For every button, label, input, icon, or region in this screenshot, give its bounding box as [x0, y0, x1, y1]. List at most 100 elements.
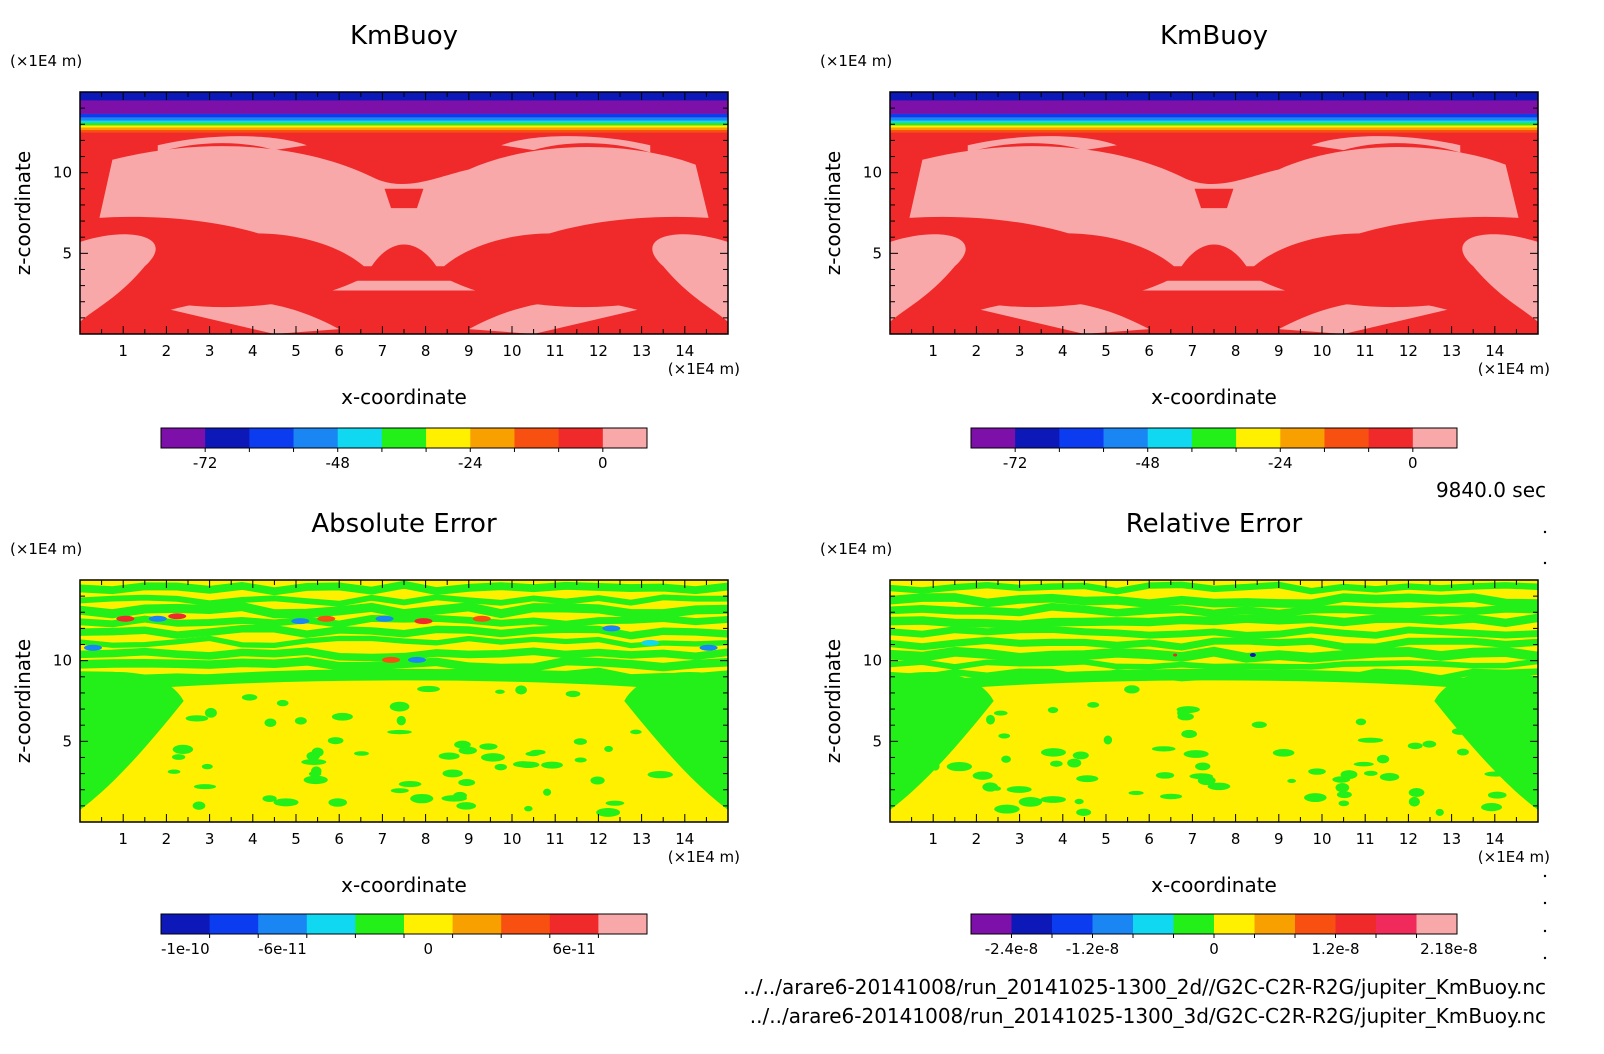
field-region — [112, 668, 696, 692]
colorbar-swatch — [1280, 428, 1325, 448]
x-tick-label: 11 — [546, 342, 565, 360]
x-tick-label: 11 — [1356, 830, 1375, 848]
field-region — [998, 733, 1011, 739]
colorbar-swatch — [1412, 428, 1458, 448]
colorbar-swatch — [161, 428, 206, 448]
field-region — [1189, 773, 1213, 780]
x-tick-label: 6 — [1144, 342, 1154, 360]
y-tick-label: 5 — [62, 244, 72, 262]
colorbar-label: -24 — [1268, 454, 1293, 472]
field-region — [986, 714, 995, 725]
x-unit-label: (×1E4 m) — [1478, 360, 1550, 378]
x-tick-label: 5 — [1101, 830, 1111, 848]
field-region — [480, 753, 505, 762]
field-region — [1469, 730, 1492, 739]
field-region — [1336, 791, 1352, 799]
field-region — [201, 763, 213, 770]
field-region — [890, 636, 1538, 651]
y-unit-label: (×1E4 m) — [820, 52, 892, 70]
field-region — [1353, 761, 1374, 767]
colorbar-swatch — [1103, 428, 1149, 448]
field-band — [890, 120, 1538, 123]
field-region — [438, 752, 460, 760]
field-region — [1050, 760, 1063, 767]
colorbar-label: -48 — [325, 454, 350, 472]
field-band — [890, 125, 1538, 128]
field-region — [453, 791, 467, 800]
field-region — [980, 300, 1150, 334]
colorbar-swatch — [249, 428, 295, 448]
colorbar-swatch — [1376, 914, 1417, 934]
x-tick-label: 7 — [378, 830, 388, 848]
colorbar-swatch — [1173, 914, 1215, 934]
field-region — [1308, 768, 1326, 775]
field-region — [543, 788, 552, 796]
field-region — [495, 689, 505, 694]
field-region — [661, 715, 670, 726]
x-tick-label: 14 — [1485, 830, 1504, 848]
field-region — [468, 300, 638, 334]
field-region — [1311, 136, 1461, 153]
x-tick-label: 4 — [1058, 830, 1068, 848]
field-image — [890, 580, 1538, 822]
field-region — [1181, 729, 1198, 739]
field-region — [890, 593, 1538, 609]
field-region — [80, 614, 728, 628]
x-tick-label: 3 — [205, 342, 215, 360]
x-tick-label: 9 — [1274, 342, 1284, 360]
chart-title: KmBuoy — [1160, 21, 1268, 51]
colorbar-frame — [160, 427, 648, 449]
x-tick-label: 8 — [421, 830, 431, 848]
field-region — [185, 715, 209, 722]
x-tick-label: 6 — [1144, 830, 1154, 848]
field-region — [993, 710, 1008, 716]
field-region — [291, 618, 310, 625]
colorbar-label: -24 — [458, 454, 483, 472]
field-band — [890, 100, 1538, 114]
field-region — [1128, 790, 1144, 796]
x-tick-label: 5 — [291, 830, 301, 848]
x-tick-label: 13 — [1442, 830, 1461, 848]
field-region — [113, 722, 127, 730]
dot-marker — [1543, 929, 1547, 933]
y-tick-label: 10 — [863, 164, 882, 182]
field-region — [937, 711, 952, 719]
field-region — [436, 233, 664, 308]
field-region — [80, 602, 728, 619]
x-tick-label: 8 — [421, 342, 431, 360]
field-region — [647, 770, 673, 779]
field-region — [605, 800, 625, 806]
colorbar-swatch — [1015, 428, 1060, 448]
field-region — [1018, 796, 1043, 807]
field-region — [1434, 672, 1538, 810]
x-tick-label: 3 — [1015, 342, 1025, 360]
field-region — [264, 718, 277, 727]
field-region — [652, 234, 728, 322]
field-region — [515, 685, 527, 695]
field-region — [1040, 796, 1066, 803]
x-axis-label: x-coordinate — [341, 873, 467, 897]
x-tick-label: 5 — [291, 342, 301, 360]
y-axis-label: z-coordinate — [11, 639, 35, 763]
field-region — [967, 136, 1117, 153]
y-tick-label: 5 — [872, 244, 882, 262]
field-region — [1076, 775, 1099, 783]
field-region — [890, 646, 1538, 663]
x-tick-label: 3 — [205, 830, 215, 848]
field-region — [1478, 700, 1500, 706]
colorbar-label: -2.4e-8 — [985, 940, 1038, 958]
field-region — [1006, 786, 1032, 793]
field-region — [1047, 706, 1059, 714]
field-region — [384, 188, 424, 209]
colorbar-swatch — [1191, 428, 1237, 448]
field-region — [922, 668, 1506, 692]
x-tick-label: 1 — [118, 830, 128, 848]
field-region — [311, 766, 322, 777]
colorbar-swatch — [1324, 428, 1370, 448]
field-band — [890, 130, 1538, 133]
field-region — [1001, 755, 1011, 763]
colorbar-swatch — [355, 914, 405, 934]
field-region — [134, 740, 149, 745]
field-region — [890, 234, 966, 322]
field-image — [80, 92, 728, 334]
